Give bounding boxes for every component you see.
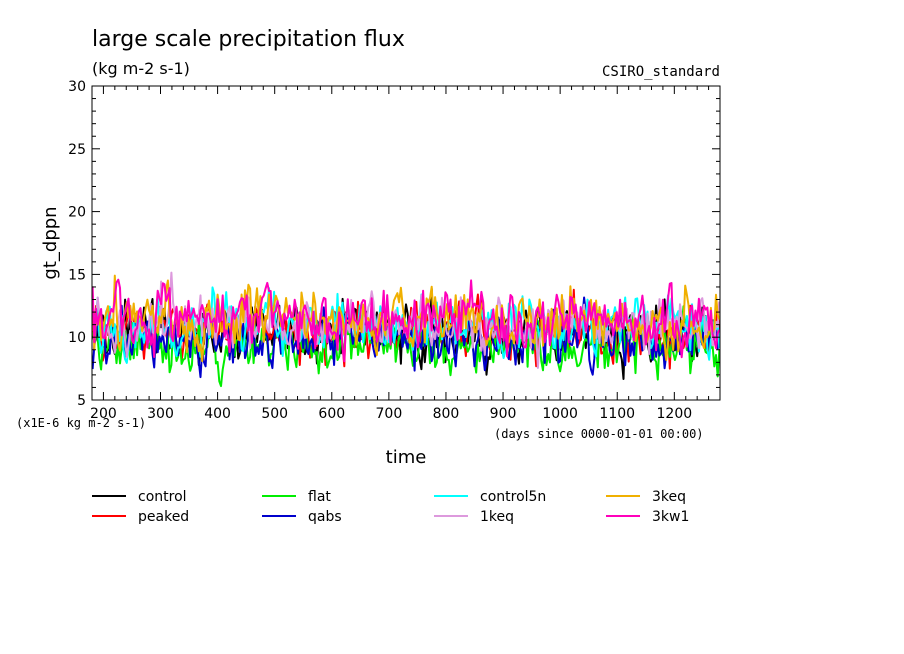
- x-tick-label: 500: [261, 406, 288, 422]
- x-tick-label: 1000: [542, 406, 578, 422]
- plot-lines: [91, 271, 721, 388]
- y-tick-label: 5: [77, 393, 86, 409]
- x-tick-label: 400: [204, 406, 231, 422]
- legend-label-3kw1: 3kw1: [652, 509, 689, 525]
- x-tick-label: 800: [433, 406, 460, 422]
- x-axis: 200 300 400 500 600 700 800 900 1000 1100 1200: [90, 86, 721, 422]
- x-tick-label: 600: [318, 406, 345, 422]
- y-axis-label: gt_dppn: [40, 206, 61, 279]
- y-tick-label: 30: [68, 79, 86, 95]
- y-scale-note: (x1E-6 kg m-2 s-1): [16, 416, 146, 430]
- series-line-qabs: [91, 296, 721, 379]
- series-line-3kw1: [91, 278, 721, 363]
- x-axis-note: (days since 0000-01-01 00:00): [494, 427, 704, 441]
- legend: control peaked flat qabs control5n 1keq 3keq 3k…: [92, 489, 689, 525]
- y-tick-label: 25: [68, 142, 86, 158]
- legend-label-3keq: 3keq: [652, 489, 686, 505]
- series-line-3keq: [91, 274, 721, 363]
- x-tick-label: 200: [90, 406, 117, 422]
- y-tick-label: 20: [68, 205, 86, 221]
- legend-label-peaked: peaked: [138, 509, 189, 525]
- legend-label-qabs: qabs: [308, 509, 342, 525]
- y-tick-label: 15: [68, 267, 86, 283]
- legend-label-1keq: 1keq: [480, 509, 514, 525]
- x-axis-label: time: [386, 447, 427, 468]
- source-label: CSIRO_standard: [602, 64, 720, 80]
- x-tick-label: 300: [147, 406, 174, 422]
- x-tick-label: 1200: [657, 406, 693, 422]
- chart-subtitle: (kg m-2 s-1): [92, 59, 190, 78]
- chart-title: large scale precipitation flux: [92, 27, 405, 52]
- x-tick-label: 900: [490, 406, 517, 422]
- y-tick-label: 10: [68, 330, 86, 346]
- x-tick-label: 1100: [599, 406, 635, 422]
- x-tick-label: 700: [376, 406, 403, 422]
- plot-frame: [91, 85, 721, 401]
- legend-label-control: control: [138, 489, 187, 505]
- legend-label-control5n: control5n: [480, 489, 546, 505]
- legend-label-flat: flat: [308, 489, 331, 505]
- y-axis: 5 10 15 20 25 30: [68, 79, 720, 409]
